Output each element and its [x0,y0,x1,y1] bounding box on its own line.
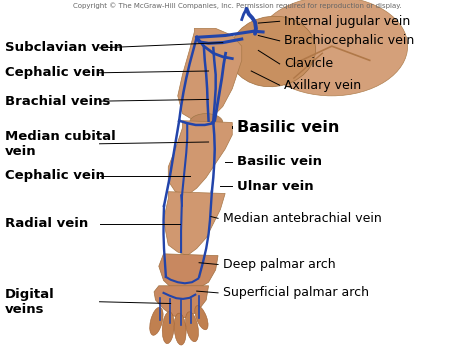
Polygon shape [159,254,218,293]
Polygon shape [178,28,242,121]
Text: Copyright © The McGraw-Hill Companies, Inc. Permission required for reproduction: Copyright © The McGraw-Hill Companies, I… [73,2,401,9]
Polygon shape [154,286,209,318]
Text: Clavicle: Clavicle [284,58,334,70]
Polygon shape [164,192,225,256]
Text: Basilic vein: Basilic vein [237,120,339,135]
Text: Cephalic vein: Cephalic vein [5,66,105,79]
Text: Digital
veins: Digital veins [5,288,55,316]
Ellipse shape [190,114,223,131]
Text: Deep palmar arch: Deep palmar arch [223,258,336,271]
Text: Basilic vein: Basilic vein [237,155,322,168]
Ellipse shape [195,306,208,330]
Text: Brachial veins: Brachial veins [5,95,110,108]
Ellipse shape [174,313,186,345]
Text: Median antebrachial vein: Median antebrachial vein [223,212,382,225]
Text: Axillary vein: Axillary vein [284,79,362,92]
Text: Internal jugular vein: Internal jugular vein [284,15,410,28]
Ellipse shape [229,16,316,87]
Text: Cephalic vein: Cephalic vein [5,169,105,182]
Text: Brachiocephalic vein: Brachiocephalic vein [284,34,415,47]
Ellipse shape [185,312,199,342]
Text: Radial vein: Radial vein [5,217,88,230]
Text: Superficial palmar arch: Superficial palmar arch [223,286,369,299]
Ellipse shape [150,307,163,335]
Text: Median cubital
vein: Median cubital vein [5,130,116,158]
Ellipse shape [256,0,408,96]
Polygon shape [168,121,232,195]
Text: Ulnar vein: Ulnar vein [237,180,314,193]
Ellipse shape [162,312,174,344]
Text: Subclavian vein: Subclavian vein [5,42,123,54]
